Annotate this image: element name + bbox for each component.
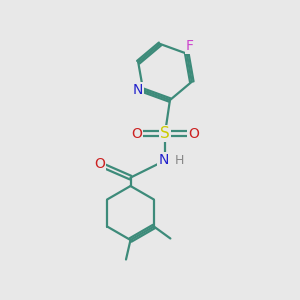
Text: O: O <box>131 127 142 140</box>
Text: H: H <box>175 154 184 167</box>
Text: S: S <box>160 126 170 141</box>
Text: N: N <box>133 83 143 97</box>
Text: F: F <box>186 39 194 53</box>
Text: O: O <box>188 127 199 140</box>
Text: N: N <box>158 154 169 167</box>
Text: O: O <box>94 157 105 170</box>
